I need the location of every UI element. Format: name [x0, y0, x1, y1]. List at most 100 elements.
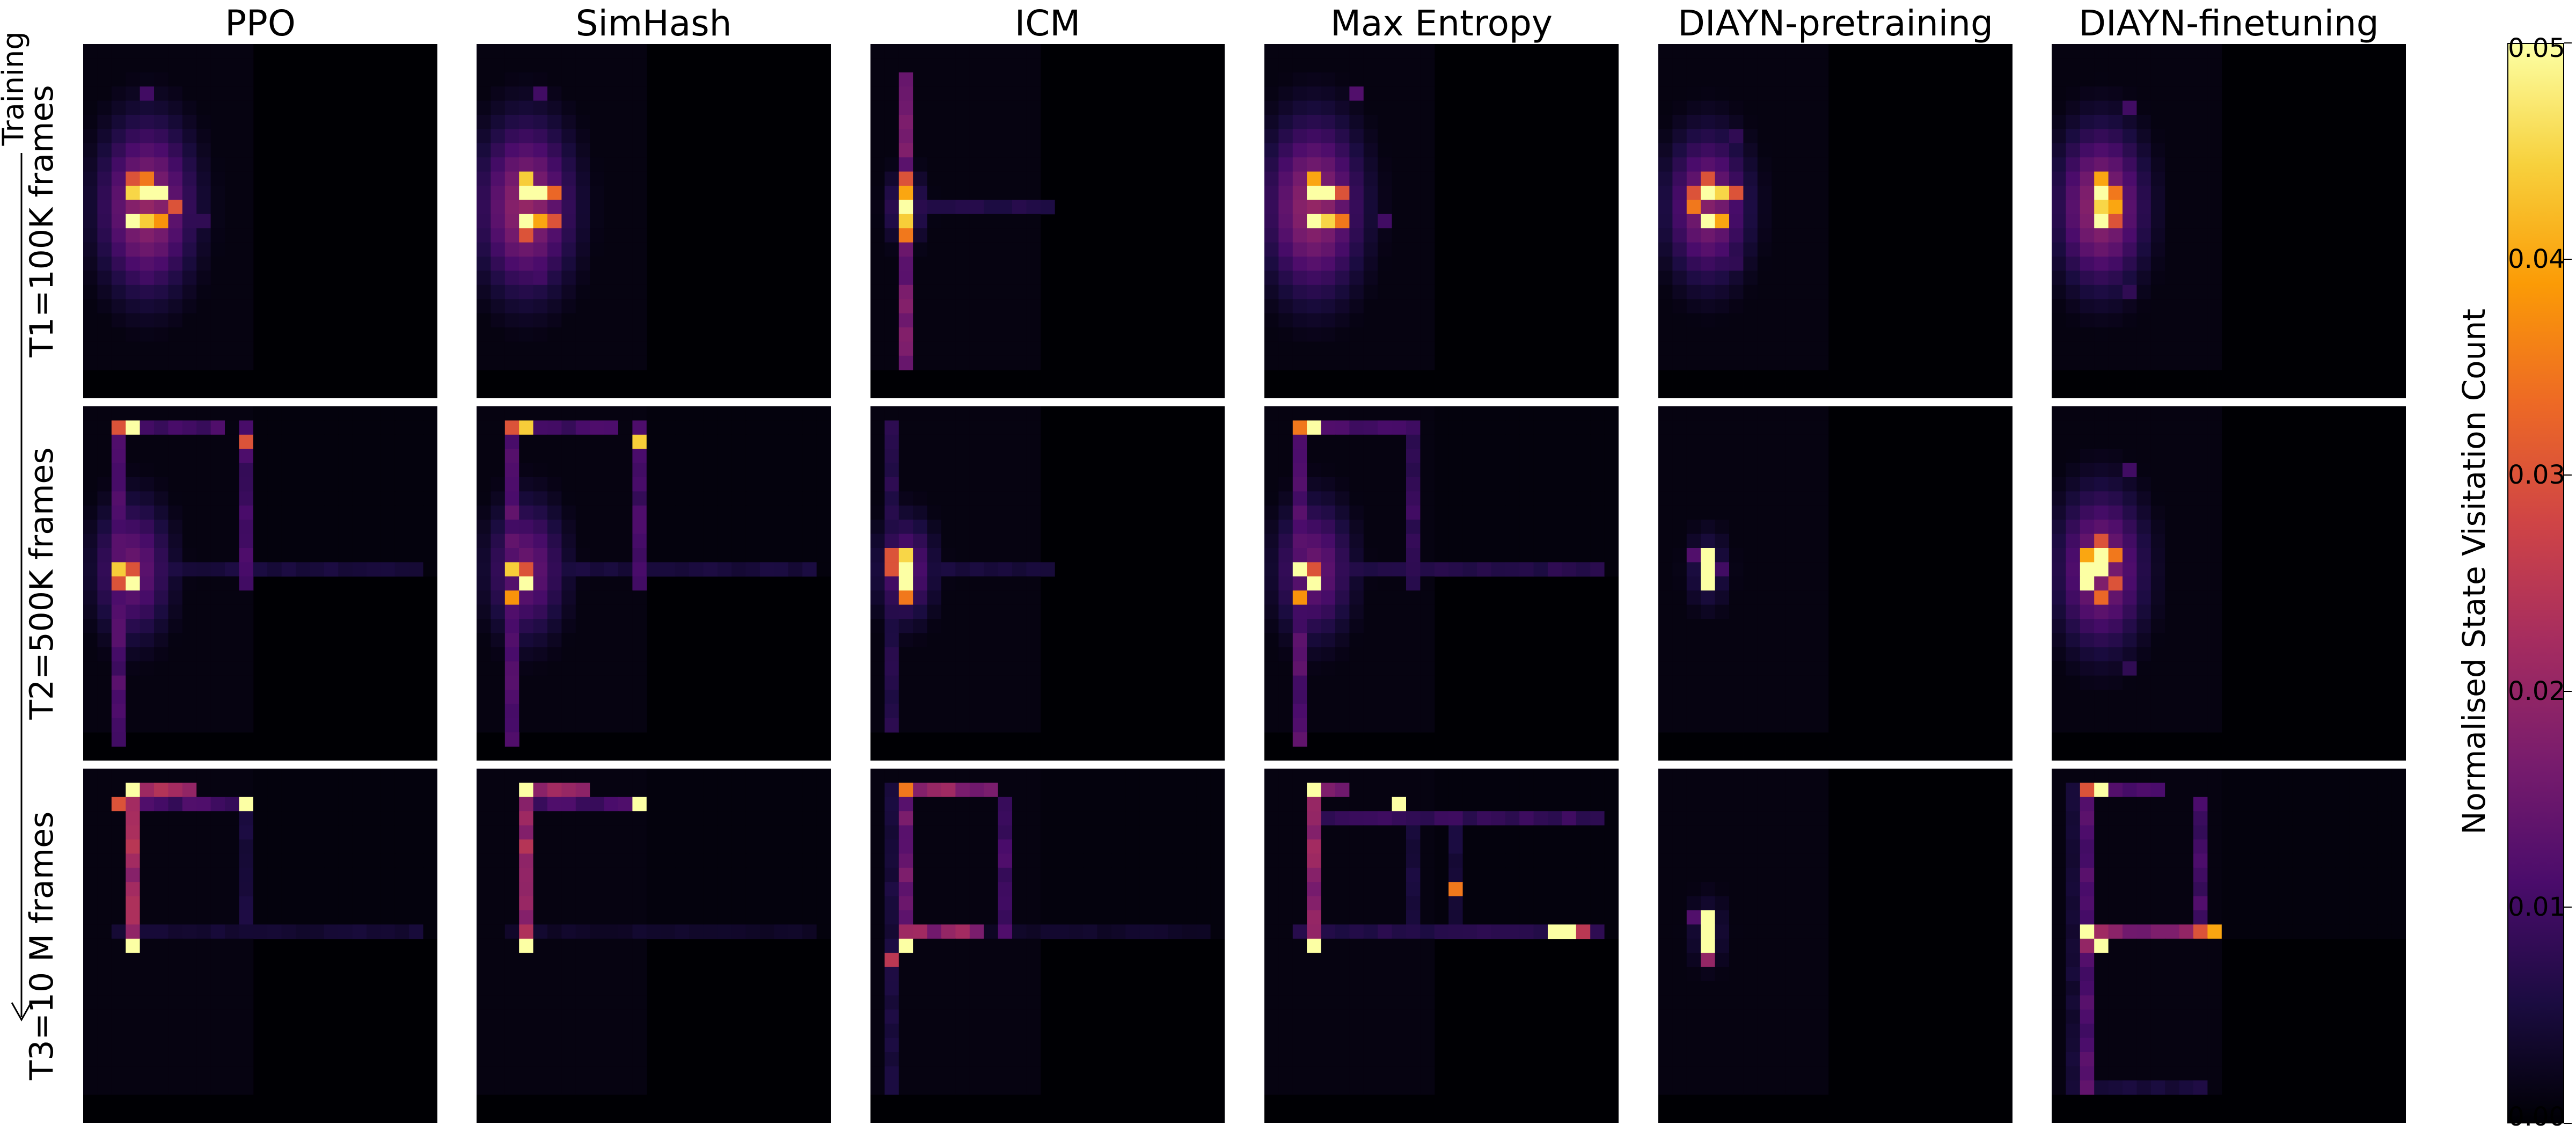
heatmap-cell	[561, 228, 576, 243]
heatmap-cell	[984, 853, 998, 868]
heatmap-cell	[1307, 406, 1321, 421]
heatmap-cell	[1293, 647, 1307, 662]
heatmap-cell	[590, 704, 604, 718]
heatmap-cell	[154, 327, 169, 342]
heatmap-cell	[788, 853, 803, 868]
heatmap-cell	[211, 72, 225, 87]
heatmap-cell	[1349, 101, 1364, 115]
heatmap-cell	[1349, 676, 1364, 690]
heatmap-cell	[1729, 313, 1744, 328]
heatmap-cell	[1715, 690, 1730, 704]
heatmap-cell	[1814, 115, 1828, 129]
heatmap-cell	[367, 477, 381, 492]
heatmap-cell	[632, 356, 647, 370]
heatmap-cell	[817, 882, 831, 896]
heatmap-cell	[1069, 868, 1084, 882]
heatmap-cell	[154, 953, 169, 967]
heatmap-cell	[1264, 285, 1279, 300]
heatmap-cell	[1687, 129, 1701, 143]
heatmap-cell	[1026, 562, 1041, 576]
heatmap-cell	[211, 605, 225, 619]
heatmap-cell	[1278, 186, 1293, 200]
heatmap-cell	[632, 853, 647, 868]
heatmap-cell	[1211, 868, 1225, 882]
heatmap-cell	[1658, 115, 1673, 129]
heatmap-cell	[661, 910, 675, 925]
heatmap-cell	[2136, 590, 2151, 605]
heatmap-cell	[533, 129, 548, 143]
heatmap-cell	[112, 995, 126, 1010]
heatmap-cell	[423, 797, 437, 812]
heatmap-cell	[2151, 299, 2165, 313]
heatmap-cell	[590, 797, 604, 812]
heatmap-cell	[675, 449, 690, 463]
heatmap-cell	[367, 520, 381, 534]
heatmap-cell	[675, 463, 690, 478]
heatmap-cell	[970, 214, 984, 229]
heatmap-cell	[2066, 143, 2080, 158]
heatmap-cell	[533, 520, 548, 534]
heatmap-cell	[1182, 924, 1197, 939]
heatmap-cell	[2165, 590, 2179, 605]
heatmap-cell	[1278, 676, 1293, 690]
heatmap-cell	[196, 44, 211, 59]
heatmap-cell	[1420, 520, 1435, 534]
heatmap-cell	[519, 228, 533, 243]
heatmap-cell	[519, 1080, 533, 1095]
heatmap-cell	[576, 157, 590, 172]
heatmap-cell	[2109, 115, 2123, 129]
heatmap-cell	[632, 186, 647, 200]
heatmap-cell	[239, 420, 253, 435]
heatmap-cell	[2207, 115, 2222, 129]
heatmap-cell	[870, 420, 885, 435]
heatmap-cell	[1364, 718, 1378, 733]
heatmap-cell	[154, 1038, 169, 1053]
heatmap-cell	[140, 243, 155, 257]
heatmap-cell	[1406, 228, 1421, 243]
heatmap-cell	[225, 647, 239, 662]
heatmap-cell	[884, 647, 899, 662]
heatmap-cell	[97, 58, 112, 72]
heatmap-cell	[998, 783, 1013, 797]
heatmap-cell	[955, 157, 970, 172]
heatmap-cell	[97, 327, 112, 342]
heatmap-cell	[884, 129, 899, 143]
heatmap-cell	[632, 271, 647, 285]
heatmap-cell	[1026, 313, 1041, 328]
heatmap-cell	[2066, 690, 2080, 704]
heatmap-cell	[899, 435, 913, 449]
heatmap-cell	[870, 406, 885, 421]
heatmap-cell	[884, 449, 899, 463]
heatmap-cell	[1012, 690, 1027, 704]
heatmap-cell	[788, 811, 803, 826]
heatmap-cell	[2179, 214, 2194, 229]
heatmap-cell	[576, 981, 590, 996]
heatmap-cell	[1378, 341, 1392, 356]
heatmap-cell	[239, 44, 253, 59]
heatmap-cell	[1758, 435, 1772, 449]
heatmap-cell	[870, 704, 885, 718]
heatmap-cell	[1392, 463, 1407, 478]
heatmap-cell	[211, 257, 225, 271]
heatmap-cell	[239, 619, 253, 633]
heatmap-cell	[1701, 463, 1715, 478]
heatmap-cell	[927, 506, 942, 520]
heatmap-cell	[618, 826, 633, 840]
heatmap-cell	[477, 463, 491, 478]
heatmap-cell	[970, 72, 984, 87]
heatmap-cell	[547, 86, 562, 101]
heatmap-cell	[547, 882, 562, 896]
heatmap-cell	[196, 115, 211, 129]
heatmap-cell	[1026, 769, 1041, 783]
heatmap-cell	[1293, 576, 1307, 591]
heatmap-cell	[1012, 271, 1027, 285]
heatmap-cell	[1012, 157, 1027, 172]
heatmap-cell	[1026, 115, 1041, 129]
heatmap-cell	[1278, 271, 1293, 285]
heatmap-cell	[760, 811, 774, 826]
heatmap-cell	[1335, 257, 1350, 271]
heatmap-cell	[1097, 797, 1111, 812]
heatmap-cell	[1672, 520, 1687, 534]
heatmap-cell	[239, 285, 253, 300]
heatmap-cell	[1772, 576, 1786, 591]
